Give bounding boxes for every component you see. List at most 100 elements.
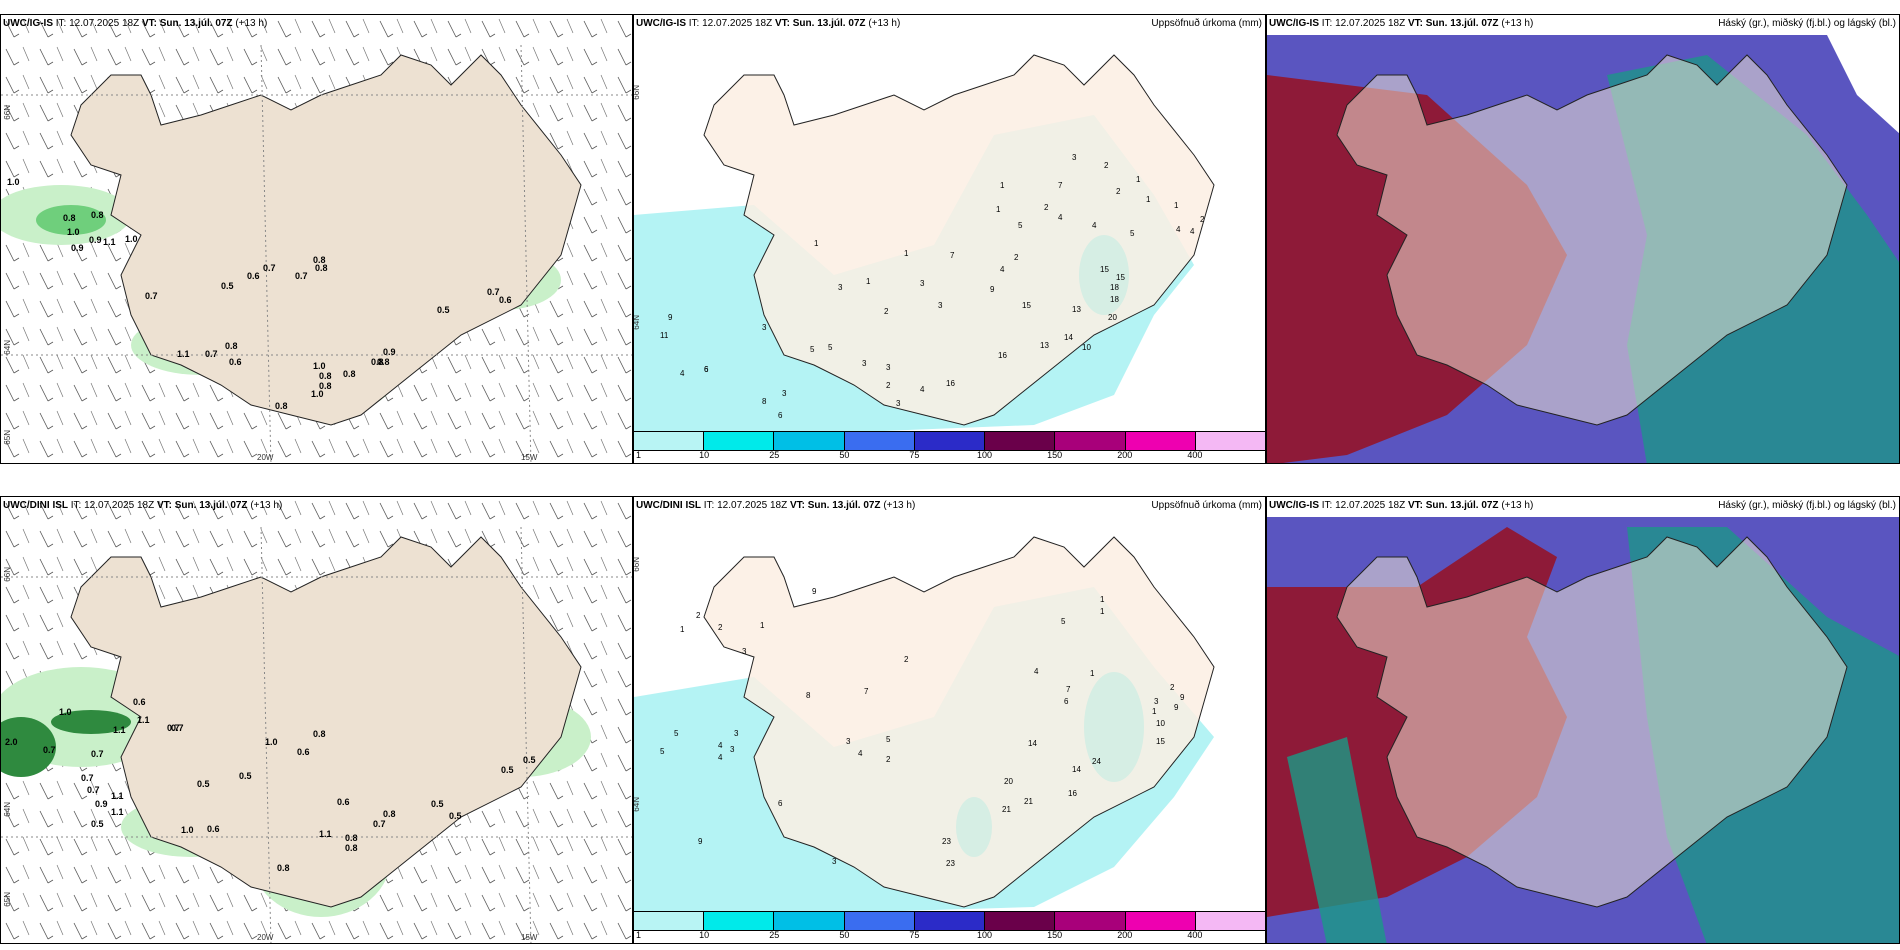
precip-value: 1 <box>1146 195 1151 204</box>
precip-value: 6 <box>1064 697 1069 706</box>
iceland-land <box>703 54 1215 426</box>
precip-value: 3 <box>896 399 901 408</box>
precip-value: 2 <box>886 755 891 764</box>
model-name: UWC/DINI ISL <box>3 500 68 511</box>
precip-value: 7 <box>1066 685 1071 694</box>
lead-time: (+13 h) <box>868 18 901 29</box>
init-time: IT: 12.07.2025 18Z <box>703 500 788 511</box>
lat-label: 64N <box>3 802 12 817</box>
colorbar-swatch <box>1125 432 1196 450</box>
colorbar-swatch <box>774 432 845 450</box>
precip-value: 14 <box>1028 739 1037 748</box>
colorbar-label: 10 <box>699 450 710 460</box>
wind-value: 0.7 <box>205 349 218 359</box>
colorbar-label: 75 <box>909 450 920 460</box>
precip-value: 3 <box>846 737 851 746</box>
precip-value: 3 <box>734 729 739 738</box>
model-name: UWC/IG-IS <box>1269 18 1319 29</box>
valid-time: VT: Sun. 13.júl. 07Z <box>1407 18 1499 29</box>
precip-value: 11 <box>660 331 669 340</box>
colorbar: 1 10 25 50 75 100 150 200 400 <box>634 431 1265 463</box>
precip-value: 1 <box>760 621 765 630</box>
lat-label: 65N <box>3 430 12 445</box>
precip-value: 4 <box>718 741 723 750</box>
precip-value: 15 <box>1022 301 1031 310</box>
wind-value: 0.5 <box>91 819 104 829</box>
wind-value: 0.8 <box>225 341 238 351</box>
wind-value: 0.7 <box>43 745 56 755</box>
colorbar-swatch <box>704 912 775 930</box>
colorbar-label: 50 <box>839 450 850 460</box>
precip-value: 2 <box>884 307 889 316</box>
colorbar-swatch <box>914 432 986 450</box>
lead-time: (+13 h) <box>883 500 916 511</box>
wind-value: 0.8 <box>63 213 76 223</box>
precip-value: 5 <box>674 729 679 738</box>
wind-value: 0.5 <box>221 281 234 291</box>
lat-label: 64N <box>633 797 641 812</box>
wind-value: 0.7 <box>487 287 500 297</box>
wind-value: 0.7 <box>145 291 158 301</box>
valid-time: VT: Sun. 13.júl. 07Z <box>1407 500 1499 511</box>
precip-value: 3 <box>742 647 747 656</box>
colorbar-label: 200 <box>1117 930 1133 940</box>
wind-value: 0.9 <box>89 235 102 245</box>
lat-label: 65N <box>3 892 12 907</box>
wind-value: 1.1 <box>103 237 116 247</box>
precip-value: 1 <box>1100 607 1105 616</box>
precip-value: 6 <box>778 411 783 420</box>
precip-value: 9 <box>698 837 703 846</box>
field-title: Uppsöfnuð úrkoma (mm) <box>1151 500 1262 511</box>
valid-time: VT: Sun. 13.júl. 07Z <box>774 18 866 29</box>
colorbar-label: 10 <box>699 930 710 940</box>
wind-value: 0.7 <box>373 819 386 829</box>
colorbar-label: 100 <box>977 930 993 940</box>
wind-value: 0.7 <box>295 271 308 281</box>
colorbar-swatch <box>985 912 1056 930</box>
init-time: IT: 12.07.2025 18Z <box>70 500 155 511</box>
precip-value: 14 <box>1064 333 1073 342</box>
precip-value: 18 <box>1110 295 1119 304</box>
model-name: UWC/IG-IS <box>636 18 686 29</box>
precip-value: 9 <box>812 587 817 596</box>
precip-value: 20 <box>1004 777 1013 786</box>
colorbar-swatch <box>914 912 986 930</box>
wind-value: 0.9 <box>71 243 84 253</box>
init-time: IT: 12.07.2025 18Z <box>1321 500 1406 511</box>
precip-value: 23 <box>942 837 951 846</box>
iceland-land <box>70 54 582 426</box>
wind-value: 0.7 <box>263 263 276 273</box>
colorbar-swatch <box>844 912 915 930</box>
precip-value: 3 <box>838 283 843 292</box>
model-name: UWC/IG-IS <box>1269 500 1319 511</box>
precip-value: 4 <box>920 385 925 394</box>
precip-value: 5 <box>1018 221 1023 230</box>
lon-label: 15W <box>521 933 538 942</box>
init-time: IT: 12.07.2025 18Z <box>55 18 140 29</box>
precip-value: 3 <box>730 745 735 754</box>
colorbar-swatch <box>1195 912 1265 930</box>
wind-value: 0.8 <box>343 369 356 379</box>
precip-value: 1 <box>814 239 819 248</box>
wind-value: 1.0 <box>125 234 138 244</box>
colorbar-swatch <box>704 432 775 450</box>
panel-title: UWC/IG-IS IT: 12.07.2025 18Z VT: Sun. 13… <box>1269 500 1533 511</box>
model-name: UWC/DINI ISL <box>636 500 701 511</box>
field-title: Uppsöfnuð úrkoma (mm) <box>1151 18 1262 29</box>
panel-precip-dini: UWC/DINI ISL IT: 12.07.2025 18Z VT: Sun.… <box>633 496 1266 944</box>
precip-value: 16 <box>1068 789 1077 798</box>
wind-value: 1.0 <box>59 707 72 717</box>
precip-value: 13 <box>1072 305 1081 314</box>
precip-value: 8 <box>806 691 811 700</box>
wind-value: 0.5 <box>523 755 536 765</box>
precip-value: 3 <box>920 279 925 288</box>
wind-value: 0.6 <box>207 824 220 834</box>
panel-title: UWC/IG-IS IT: 12.07.2025 18Z VT: Sun. 13… <box>3 18 267 29</box>
precip-value: 6 <box>704 365 709 374</box>
wind-value: 0.8 <box>315 263 328 273</box>
wind-value: 0.8 <box>313 729 326 739</box>
iceland-land <box>703 536 1215 908</box>
iceland-land <box>70 536 582 908</box>
panel-title: UWC/DINI ISL IT: 12.07.2025 18Z VT: Sun.… <box>636 500 915 511</box>
precip-value: 3 <box>762 323 767 332</box>
